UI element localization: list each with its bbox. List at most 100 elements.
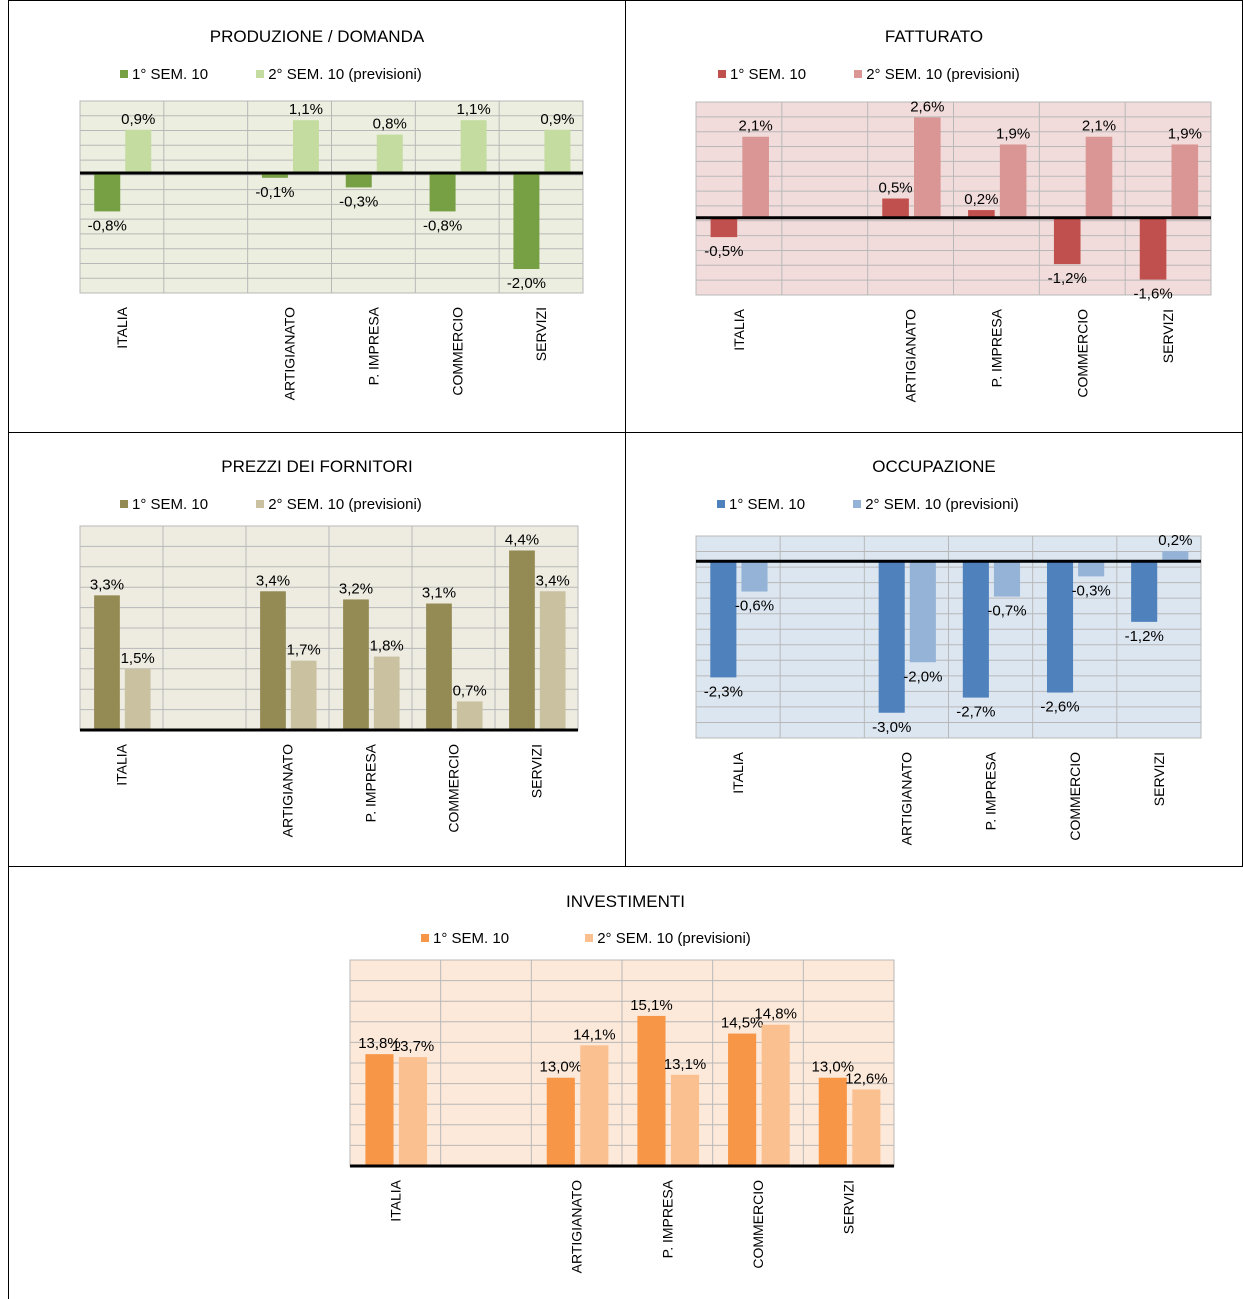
category-label: ARTIGIANATO — [280, 744, 296, 837]
category-label: COMMERCIO — [1067, 752, 1083, 841]
category-label: COMMERCIO — [1074, 309, 1090, 398]
chart-legend: 1° SEM. 10 2° SEM. 10 (previsioni) — [717, 495, 1019, 513]
bar — [1053, 217, 1081, 265]
legend-swatch — [256, 70, 265, 78]
legend-swatch — [421, 934, 429, 942]
bar — [909, 561, 936, 663]
bar — [94, 173, 121, 212]
bar-chart-investimenti: 13,8%13,7% ITALIA 13,0% 14,1% ARTIGIANATO 15,… — [349, 959, 895, 1273]
legend-item-series-2: 2° SEM. 10 (previsioni) — [256, 66, 422, 83]
category-label: P. IMPRESA — [659, 1179, 675, 1258]
data-label: 3,4% — [536, 572, 570, 589]
data-label: 1,8% — [370, 638, 404, 655]
bar — [637, 1015, 666, 1166]
bar — [1139, 217, 1167, 280]
category-label: SERVIZI — [1151, 752, 1167, 806]
data-label: -2,6% — [1040, 699, 1079, 716]
data-label: 2,6% — [910, 98, 944, 115]
category-label: ITALIA — [114, 743, 130, 785]
data-label: 13,1% — [664, 1056, 707, 1073]
legend-item-series-1: 1° SEM. 10 — [120, 496, 208, 513]
chart-legend: 1° SEM. 10 2° SEM. 10 (previsioni) — [421, 929, 751, 947]
legend-label: 2° SEM. 10 (previsioni) — [268, 65, 422, 83]
chart-legend: 1° SEM. 10 2° SEM. 10 (previsioni) — [718, 65, 1020, 83]
bar — [878, 561, 905, 713]
bar — [962, 561, 989, 698]
legend-item-series-2: 2° SEM. 10 (previsioni) — [854, 66, 1020, 83]
category-label: COMMERCIO — [449, 307, 465, 396]
data-label: 1,1% — [289, 101, 323, 118]
category-label: SERVIZI — [529, 744, 545, 798]
category-label: P. IMPRESA — [365, 306, 381, 385]
legend-label: 2° SEM. 10 (previsioni) — [268, 495, 422, 513]
bar — [670, 1074, 700, 1166]
bar-chart-produzione: -0,8% 0,9% ITALIA -0,1% 1,1% ARTIGIANATO -0,3%… — [79, 100, 584, 400]
divider-row-2 — [8, 866, 1243, 867]
data-label: 14,5% — [721, 1015, 764, 1032]
category-label: P. IMPRESA — [983, 751, 999, 830]
data-label: 0,9% — [121, 111, 155, 128]
bar — [509, 550, 535, 730]
bar — [398, 1057, 428, 1166]
legend-label: 2° SEM. 10 (previsioni) — [597, 929, 751, 947]
data-label: 1,9% — [996, 125, 1030, 142]
legend-label: 2° SEM. 10 (previsioni) — [865, 495, 1019, 513]
data-label: 2,1% — [1082, 118, 1116, 135]
data-label: -0,3% — [1072, 582, 1111, 599]
data-label: -0,8% — [88, 217, 127, 234]
chart-panel-prezzi: PREZZI DEI FORNITORI 1° SEM. 10 2° SEM. … — [9, 433, 625, 866]
legend-label: 1° SEM. 10 — [730, 65, 807, 83]
chart-panel-produzione: PRODUZIONE / DOMANDA 1° SEM. 10 2° SEM. … — [9, 1, 625, 432]
data-label: -0,3% — [339, 193, 378, 210]
bar — [426, 603, 452, 730]
data-label: -1,2% — [1125, 628, 1164, 645]
data-label: 3,1% — [422, 585, 456, 602]
frame-left — [8, 0, 9, 1299]
bar-chart-occupazione: -2,3% -0,6% ITALIA -3,0% -2,0% ARTIGIANATO -2,… — [695, 532, 1202, 845]
legend-label: 1° SEM. 10 — [132, 495, 209, 513]
data-label: -1,2% — [1048, 270, 1087, 287]
legend-item-series-1: 1° SEM. 10 — [421, 930, 509, 947]
data-label: 13,8% — [358, 1035, 401, 1052]
category-label: ITALIA — [730, 751, 746, 793]
data-label: 13,0% — [812, 1059, 855, 1076]
chart-legend: 1° SEM. 10 2° SEM. 10 (previsioni) — [120, 65, 422, 83]
legend-item-series-2: 2° SEM. 10 (previsioni) — [256, 496, 422, 513]
data-label: 1,5% — [121, 650, 155, 667]
data-label: 13,0% — [540, 1059, 583, 1076]
chart-panel-investimenti: INVESTIMENTI 1° SEM. 10 2° SEM. 10 (prev… — [9, 867, 1242, 1299]
chart-title: FATTURATO — [884, 27, 984, 46]
legend-label: 2° SEM. 10 (previsioni) — [866, 65, 1020, 83]
category-label: ARTIGIANATO — [569, 1180, 585, 1273]
category-label: ITALIA — [387, 1179, 403, 1221]
category-label: P. IMPRESA — [363, 743, 379, 822]
bar — [460, 120, 487, 173]
bar — [728, 1033, 757, 1166]
category-label: ARTIGIANATO — [903, 309, 919, 402]
bar — [260, 591, 286, 730]
category-label: SERVIZI — [841, 1180, 857, 1234]
legend-item-series-1: 1° SEM. 10 — [718, 66, 806, 83]
data-label: 1,9% — [1168, 125, 1202, 142]
chart-legend: 1° SEM. 10 2° SEM. 10 (previsioni) — [120, 495, 422, 513]
bar — [539, 591, 566, 730]
chart-panel-fatturato: FATTURATO 1° SEM. 10 2° SEM. 10 (previsi… — [626, 1, 1242, 432]
bar — [373, 656, 400, 730]
data-label: 1,7% — [287, 642, 321, 659]
legend-swatch — [256, 500, 265, 508]
data-label: 0,7% — [453, 682, 487, 699]
bar — [124, 668, 151, 730]
legend-label: 1° SEM. 10 — [729, 495, 806, 513]
bar — [1162, 551, 1189, 562]
bar — [882, 198, 909, 218]
bar — [1171, 144, 1199, 218]
data-label: -0,5% — [704, 243, 743, 260]
bar — [343, 599, 369, 730]
category-label: SERVIZI — [533, 307, 549, 361]
bar-chart-prezzi: 3,3% 1,5% ITALIA 3,4% 1,7% ARTIGIANATO 3,2% 1,8… — [79, 525, 579, 837]
data-label: -0,1% — [255, 184, 294, 201]
data-label: -2,7% — [956, 704, 995, 721]
category-label: ARTIGIANATO — [898, 752, 914, 845]
data-label: -1,6% — [1133, 286, 1172, 303]
bar — [345, 173, 372, 188]
